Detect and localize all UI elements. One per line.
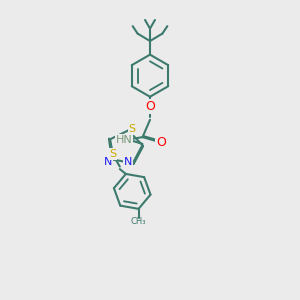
Text: HN: HN xyxy=(116,135,132,145)
Text: O: O xyxy=(156,136,166,149)
Text: S: S xyxy=(128,124,136,134)
Text: CH₃: CH₃ xyxy=(131,217,146,226)
Text: O: O xyxy=(145,100,155,113)
Text: N: N xyxy=(124,157,132,167)
Text: S: S xyxy=(109,149,116,159)
Text: N: N xyxy=(103,157,112,167)
